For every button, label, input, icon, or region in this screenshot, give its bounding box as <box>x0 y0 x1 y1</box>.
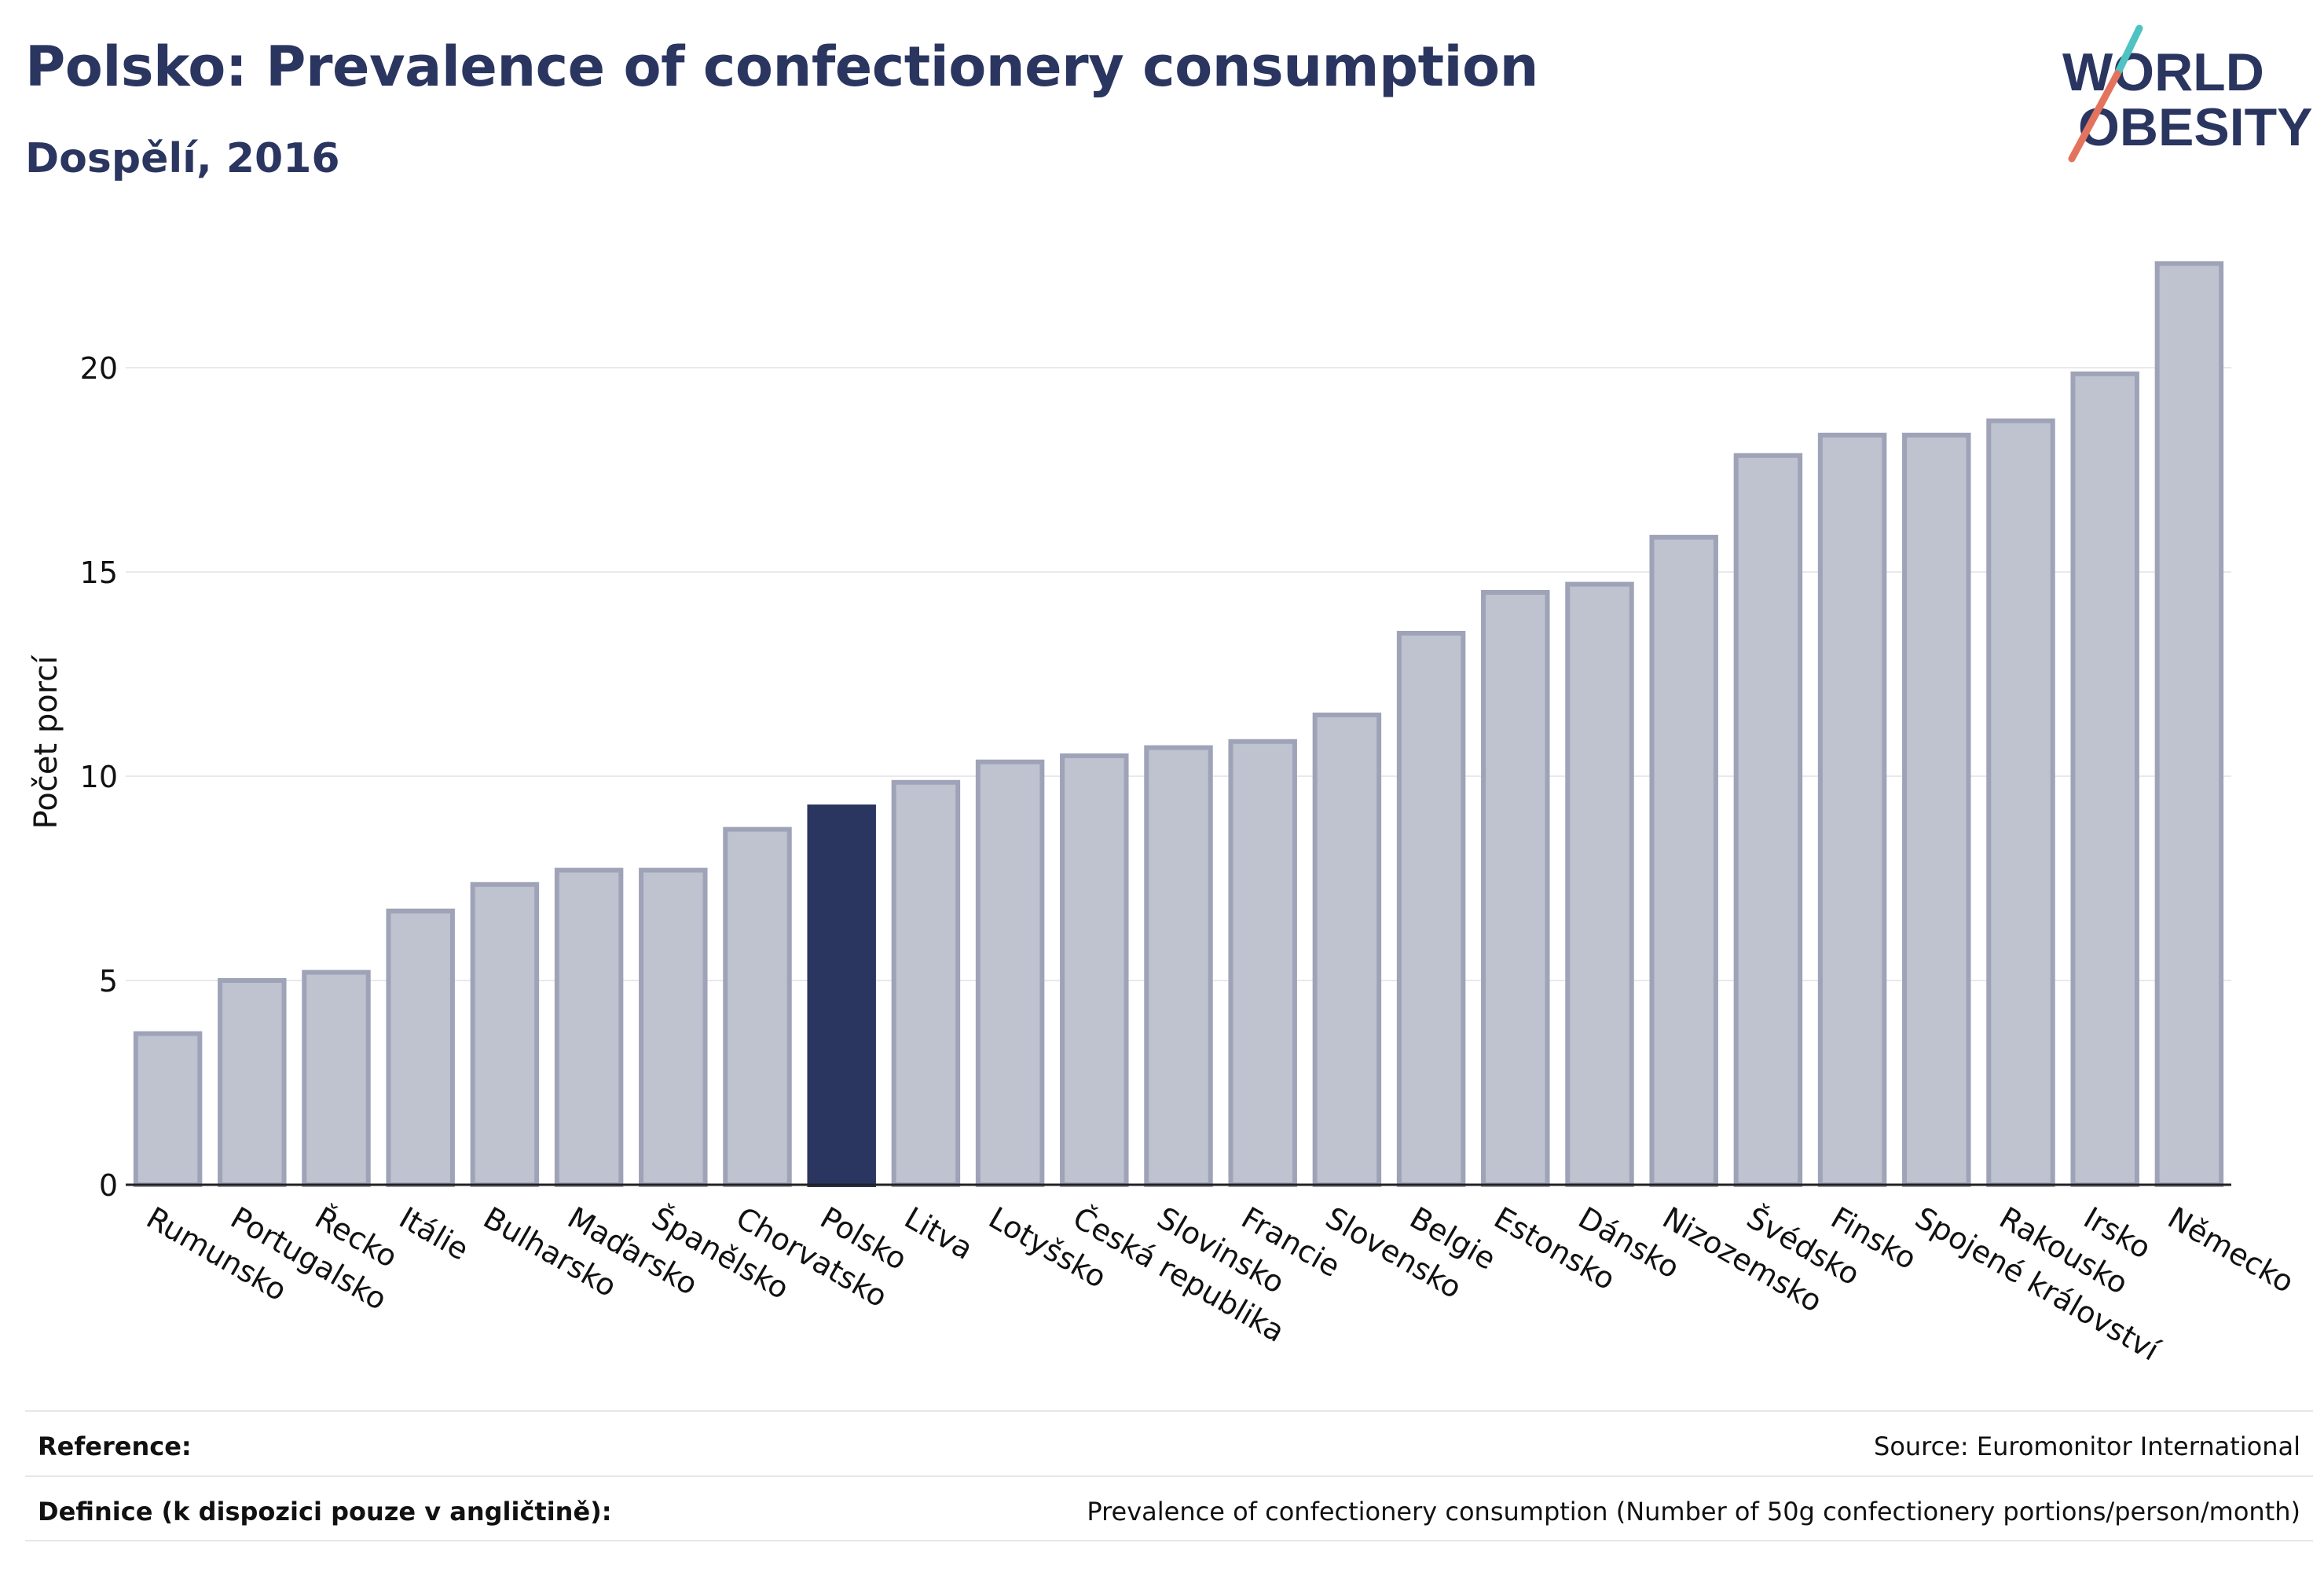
definition-label: Definice (k dispozici pouze v angličtině… <box>38 1497 612 1527</box>
y-tick-label: 20 <box>80 351 118 386</box>
bar-finsko[interactable] <box>1817 432 1887 1187</box>
bar-nizozemsko[interactable] <box>1649 534 1718 1187</box>
reference-value: Source: Euromonitor International <box>1874 1431 2300 1461</box>
world-obesity-logo: WORLD OBESITY <box>2062 24 2313 163</box>
bar-lotyšsko[interactable] <box>975 759 1045 1187</box>
bar-česká-republika[interactable] <box>1060 753 1129 1187</box>
x-tick-label: Litva <box>899 1200 979 1266</box>
bar-švédsko[interactable] <box>1733 453 1803 1187</box>
bar-litva[interactable] <box>891 779 961 1187</box>
bar-polsko[interactable] <box>807 804 876 1187</box>
footer-divider-top <box>25 1410 2313 1412</box>
bar-dánsko[interactable] <box>1565 581 1634 1187</box>
bars <box>133 261 2224 1188</box>
bar-slovinsko[interactable] <box>1144 745 1213 1187</box>
definition-value: Prevalence of confectionery consumption … <box>1087 1497 2300 1527</box>
footer-divider-bottom <box>25 1540 2313 1541</box>
bar-estonsko[interactable] <box>1481 590 1550 1187</box>
logo-word-2: OBESITY <box>2078 97 2313 157</box>
bar-irsko[interactable] <box>2070 371 2139 1187</box>
chart-title: Polsko: Prevalence of confectionery cons… <box>25 35 1538 99</box>
bar-španělsko[interactable] <box>639 867 708 1187</box>
bar-spojené-království[interactable] <box>1902 432 1971 1187</box>
bar-rakousko[interactable] <box>1986 418 2055 1187</box>
y-axis-label: Počet porcí <box>28 654 64 830</box>
bar-řecko[interactable] <box>302 969 371 1187</box>
footer-divider-middle <box>25 1475 2313 1477</box>
y-tick-label: 10 <box>80 760 118 794</box>
bar-belgie[interactable] <box>1396 631 1466 1187</box>
bar-francie[interactable] <box>1228 739 1297 1187</box>
logo-word-1: WORLD <box>2062 42 2264 102</box>
x-tick-label: Německo <box>2162 1200 2300 1300</box>
chart-subtitle: Dospělí, 2016 <box>25 135 340 182</box>
bar-maďarsko[interactable] <box>554 867 624 1187</box>
y-tick-label: 15 <box>80 555 118 590</box>
bar-bulharsko[interactable] <box>470 881 540 1188</box>
bar-německo[interactable] <box>2154 261 2224 1187</box>
bar-rumunsko[interactable] <box>133 1031 203 1187</box>
y-tick-label: 5 <box>99 964 118 999</box>
reference-label: Reference: <box>38 1431 192 1461</box>
bar-chorvatsko[interactable] <box>723 826 792 1187</box>
logo-slash-coral <box>2068 70 2121 163</box>
y-tick-label: 0 <box>99 1168 118 1203</box>
x-tick-label: Itálie <box>394 1200 475 1267</box>
bar-itálie[interactable] <box>386 908 455 1187</box>
bar-slovensko[interactable] <box>1312 713 1382 1187</box>
bar-portugalsko[interactable] <box>218 978 287 1187</box>
logo-slash-teal <box>2113 24 2143 78</box>
